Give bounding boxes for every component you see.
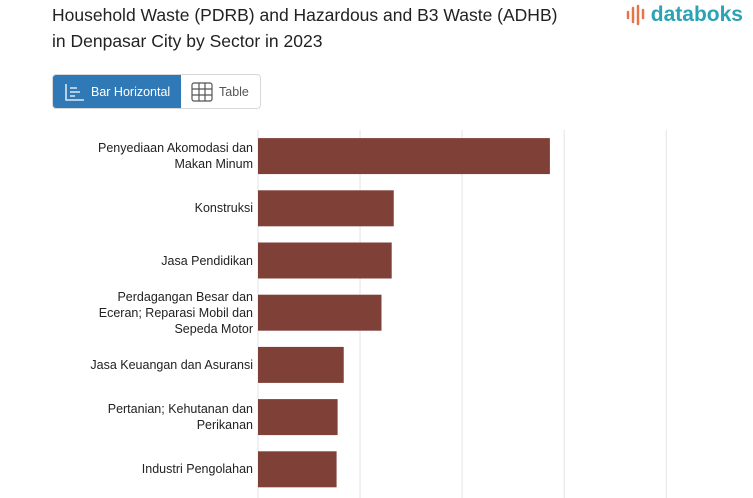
bar [258,451,337,488]
y-tick-label: Penyediaan Akomodasi dan Makan Minum [98,141,253,172]
bar [258,346,344,383]
bar [258,242,392,279]
y-tick-label: Perdagangan Besar dan Eceran; Reparasi M… [98,289,253,336]
y-tick-label: Jasa Keuangan dan Asuransi [90,357,253,372]
bar [258,138,550,175]
bar [258,190,394,227]
bar-icon [65,83,84,101]
bar [258,294,382,331]
logo-text: databoks [650,3,743,26]
bar [258,399,338,436]
y-tick-label: Pertanian; Kehutanan dan Perikanan [107,402,253,433]
logo-icon [626,4,645,26]
table-icon [191,81,213,102]
bar-button-label: Bar Horizontal [91,84,171,99]
table-button[interactable]: Table [181,75,259,108]
y-tick-label: Konstruksi [194,201,253,216]
logo[interactable]: databoks [625,3,743,27]
bar-button[interactable]: Bar Horizontal [53,75,181,108]
table-button-label: Table [219,84,249,99]
view-toggle: Bar Horizontal Table [52,74,261,109]
chart-title: Household Waste (PDRB) and Hazardous and… [52,5,558,51]
y-tick-label: Industri Pengolahan [141,462,253,477]
y-tick-label: Jasa Pendidikan [161,253,253,268]
